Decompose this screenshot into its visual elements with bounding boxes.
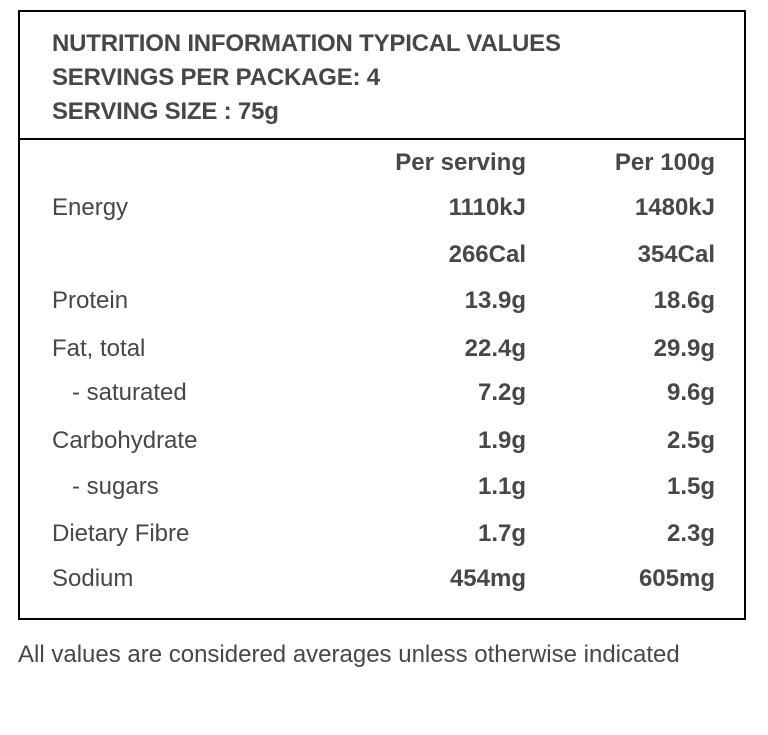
per-100g-value: 2.5g (666, 427, 715, 454)
nutrient-row-fat-total: Fat, total 22.4g 29.9g (20, 333, 744, 365)
per-serving-value: 1.9g (477, 427, 526, 454)
per-100g-value: 29.9g (653, 335, 715, 362)
nutrition-header: NUTRITION INFORMATION TYPICAL VALUES SER… (20, 12, 744, 140)
per-serving-value: 7.2g (477, 379, 526, 406)
nutrient-label: Dietary Fibre (52, 520, 190, 547)
per-100g-value: 1480kJ (634, 194, 715, 221)
nutrient-label: Carbohydrate (52, 427, 198, 454)
per-100g-value: 2.3g (666, 520, 715, 547)
nutrient-label: - saturated (72, 379, 187, 406)
per-100g-value: 354Cal (637, 241, 715, 268)
per-serving-value: 454mg (449, 565, 526, 592)
per-serving-value: 266Cal (448, 241, 526, 268)
per-100g-value: 9.6g (666, 379, 715, 406)
nutrient-row-carbohydrate: Carbohydrate 1.9g 2.5g (20, 425, 744, 457)
nutrient-row-saturated: - saturated 7.2g 9.6g (20, 377, 744, 409)
nutrient-row-energy-kj: Energy 1110kJ 1480kJ (20, 192, 744, 224)
nutrient-label: - sugars (72, 473, 159, 500)
per-serving-value: 1.7g (477, 520, 526, 547)
nutrient-label: Fat, total (52, 335, 146, 362)
serving-size: SERVING SIZE : 75g (52, 98, 279, 125)
per-100g-value: 605mg (638, 565, 715, 592)
nutrition-panel: NUTRITION INFORMATION TYPICAL VALUES SER… (18, 10, 746, 620)
column-header-per-serving: Per serving (395, 149, 526, 176)
column-headers: Per serving Per 100g (20, 147, 744, 179)
per-100g-value: 18.6g (653, 287, 715, 314)
footnote: All values are considered averages unles… (18, 641, 680, 668)
nutrient-label: Protein (52, 287, 129, 314)
nutrient-row-sugars: - sugars 1.1g 1.5g (20, 471, 744, 503)
nutrient-label: Sodium (52, 565, 134, 592)
per-100g-value: 1.5g (666, 473, 715, 500)
per-serving-value: 1.1g (477, 473, 526, 500)
nutrient-label: Energy (52, 194, 129, 221)
per-serving-value: 1110kJ (448, 194, 526, 221)
servings-per-package: SERVINGS PER PACKAGE: 4 (52, 64, 380, 91)
nutrient-row-energy-cal: 266Cal 354Cal (20, 239, 744, 271)
column-header-per-100g: Per 100g (614, 149, 715, 176)
nutrient-row-sodium: Sodium 454mg 605mg (20, 563, 744, 595)
nutrient-row-protein: Protein 13.9g 18.6g (20, 285, 744, 317)
per-serving-value: 13.9g (464, 287, 526, 314)
per-serving-value: 22.4g (464, 335, 526, 362)
panel-title: NUTRITION INFORMATION TYPICAL VALUES (52, 30, 561, 57)
nutrient-row-dietary-fibre: Dietary Fibre 1.7g 2.3g (20, 518, 744, 550)
